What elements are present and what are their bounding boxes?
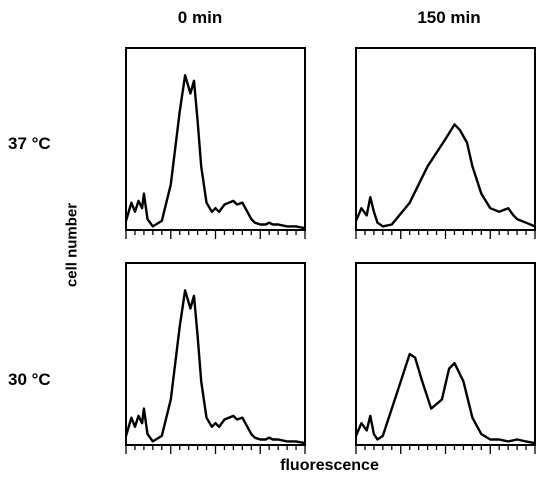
column-title-150-min: 150 min xyxy=(417,8,481,27)
x-axis-ticks xyxy=(125,445,306,454)
x-axis-ticks xyxy=(125,230,306,239)
panel-frame xyxy=(355,262,536,446)
histogram-line xyxy=(124,74,306,230)
histogram-line xyxy=(124,289,306,445)
histogram-panel-30c-0min xyxy=(124,262,306,454)
panel-frame xyxy=(125,47,306,231)
row-label-30c: 30 °C xyxy=(8,370,51,389)
histogram-panel-37c-0min xyxy=(124,47,306,239)
column-title-0-min: 0 min xyxy=(177,8,223,27)
histogram-panel-37c-150min xyxy=(354,47,536,239)
histogram-line xyxy=(354,352,536,445)
y-axis-label: cell number xyxy=(63,202,81,288)
x-axis-ticks xyxy=(355,445,536,454)
panel-frame xyxy=(125,262,306,446)
histogram-line xyxy=(354,123,536,228)
histogram-panel-30c-150min xyxy=(354,262,536,454)
x-axis-ticks xyxy=(355,230,536,239)
x-axis-label: fluorescence xyxy=(280,457,379,474)
row-label-37c: 37 °C xyxy=(8,134,51,153)
